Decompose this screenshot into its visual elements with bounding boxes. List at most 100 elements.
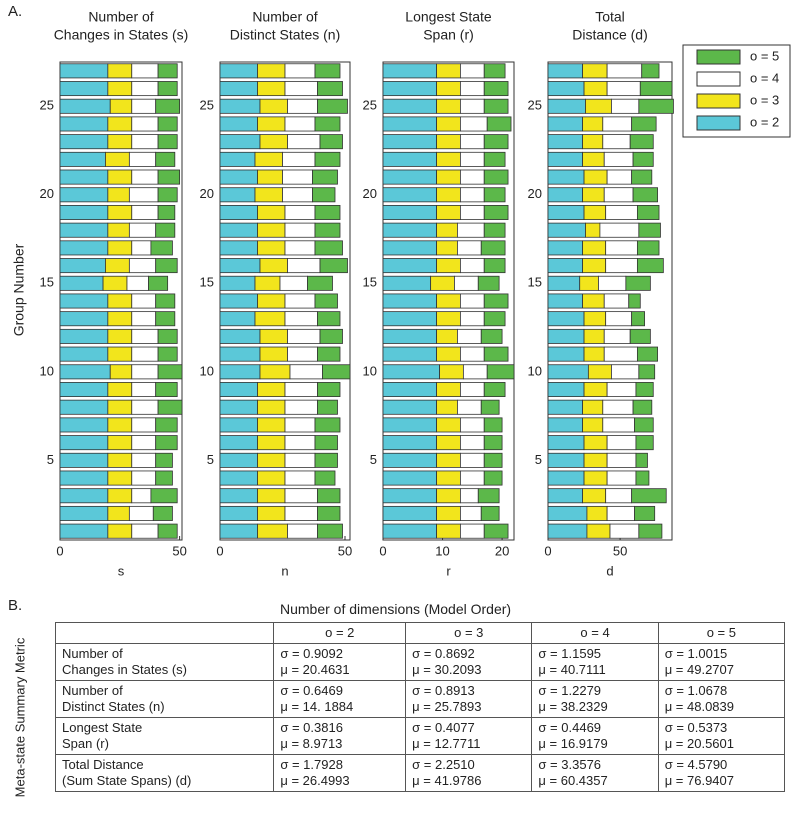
bar-segment [483,435,503,451]
bar-segment [382,346,437,362]
table-cell: σ = 0.8692 μ = 30.2093 [405,643,533,681]
bar-segment [606,382,637,398]
y-tick-label: 20 [40,186,54,201]
bar-segment [606,505,635,521]
x-tick-label: 10 [435,543,449,558]
bar-segment [287,98,318,114]
bar-segment [477,275,500,291]
row-label-line: Distinct States (n) [62,699,165,714]
cell-line: σ = 1.2279 [538,683,602,698]
chart-title: Longest State [405,9,492,25]
x-tick-label: 0 [544,543,551,558]
bar-segment [483,187,506,203]
bar-segment [603,293,630,309]
bar-segment [483,346,509,362]
bar-segment [314,435,338,451]
bar-segment [547,63,584,79]
bar-segment [382,452,437,468]
bar-segment [282,187,313,203]
bar-segment [547,81,585,97]
bar-segment [59,169,109,185]
bar-segment [59,311,109,327]
bar-segment [632,151,654,167]
bar-segment [59,187,109,203]
bar-segment [486,116,512,132]
bar-segment [131,63,159,79]
bar-segment [436,134,461,150]
bar-segment [284,240,316,256]
bar-segment [219,293,258,309]
bar-segment [641,63,660,79]
bar-segment [602,134,631,150]
bar-segment [257,240,286,256]
bar-segment [606,470,637,486]
bar-segment [436,328,458,344]
cell-line: μ = 12.7711 [412,736,481,751]
bar-segment [131,435,157,451]
bar-segment [436,417,461,433]
bar-segment [382,293,437,309]
bar-segment [631,169,653,185]
y-tick-label: 25 [528,98,542,113]
bar-segment [131,523,159,539]
bar-segment [603,328,631,344]
bar-segment [486,364,515,380]
bar-segment [131,81,159,97]
y-tick-label: 15 [200,275,214,290]
bar-segment [219,523,258,539]
bar-segment [382,169,437,185]
bar-segment [547,382,585,398]
bar-segment [59,134,109,150]
bar-segment [483,151,506,167]
bar-segment [107,204,133,220]
bar-segment [157,134,178,150]
chart-title: Distinct States (n) [230,27,340,43]
bar-segment [319,258,348,274]
bar-segment [155,311,176,327]
cell-line: μ = 60.4357 [538,773,608,788]
bar-segment [257,382,286,398]
chart-title: Changes in States (s) [54,27,189,43]
bar-segment [59,435,109,451]
bar-segment [155,417,178,433]
bar-segment [382,151,437,167]
bar-segment [547,116,584,132]
bar-segment [436,81,461,97]
bar-segment [219,470,258,486]
bar-segment [317,81,343,97]
bar-segment [547,275,581,291]
bar-segment [436,505,461,521]
bar-segment [436,382,461,398]
bar-segment [547,240,584,256]
bar-segment [603,151,634,167]
bar-segment [219,134,261,150]
bar-segment [460,435,485,451]
cell-line: σ = 0.8913 [412,683,475,698]
bar-segment [107,63,133,79]
bar-segment [219,258,261,274]
bar-segment [314,417,341,433]
bar-segment [131,204,159,220]
x-tick-label: 0 [216,543,223,558]
legend-swatch [696,49,741,65]
bar-segment [382,488,437,504]
bar-segment [107,134,133,150]
bar-segment [583,382,608,398]
bar-segment [636,204,660,220]
bar-segment [284,470,316,486]
bar-segment [547,258,584,274]
table-cell: σ = 0.6469 μ = 14. 1884 [273,680,407,718]
bar-segment [157,169,181,185]
bar-segment [631,311,646,327]
bar-segment [436,258,461,274]
bar-segment [259,258,288,274]
bar-segment [107,382,133,398]
y-tick-label: 15 [40,275,54,290]
bar-segment [382,364,440,380]
bar-segment [436,452,461,468]
bar-segment [547,452,585,468]
bar-segment [547,151,584,167]
table-cell: σ = 2.2510 μ = 41.9786 [405,754,533,792]
